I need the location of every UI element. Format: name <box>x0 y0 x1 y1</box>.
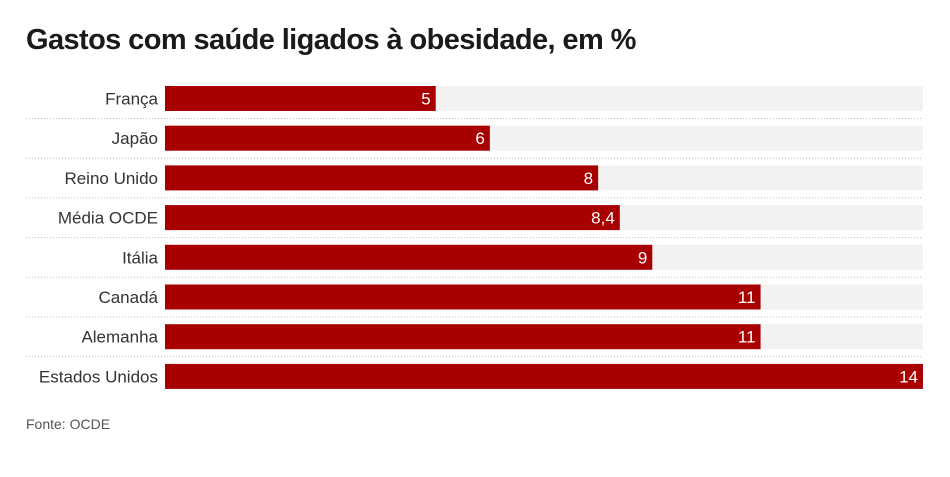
source-note: Fonte: OCDE <box>26 416 111 432</box>
category-label: Alemanha <box>81 328 158 347</box>
category-label: Japão <box>112 129 158 148</box>
data-label: 5 <box>421 90 430 109</box>
data-label: 9 <box>638 248 647 267</box>
data-label: 8,4 <box>591 209 615 228</box>
bar <box>165 284 761 310</box>
category-label: Canadá <box>98 288 158 307</box>
bar <box>165 165 599 191</box>
category-label: França <box>105 90 158 109</box>
data-label: 14 <box>899 367 918 386</box>
bar <box>165 86 436 111</box>
data-label: 6 <box>475 129 484 148</box>
bar <box>165 363 923 389</box>
bar <box>165 244 653 270</box>
category-label: Média OCDE <box>58 209 158 228</box>
chart-title: Gastos com saúde ligados à obesidade, em… <box>26 24 636 56</box>
data-label: 11 <box>738 288 756 307</box>
bar <box>165 324 761 350</box>
bar <box>165 205 620 231</box>
bar <box>165 125 490 151</box>
data-label: 11 <box>738 328 756 347</box>
category-label: Estados Unidos <box>39 367 158 386</box>
category-label: Reino Unido <box>64 169 158 188</box>
category-label: Itália <box>122 248 158 267</box>
data-label: 8 <box>584 169 593 188</box>
